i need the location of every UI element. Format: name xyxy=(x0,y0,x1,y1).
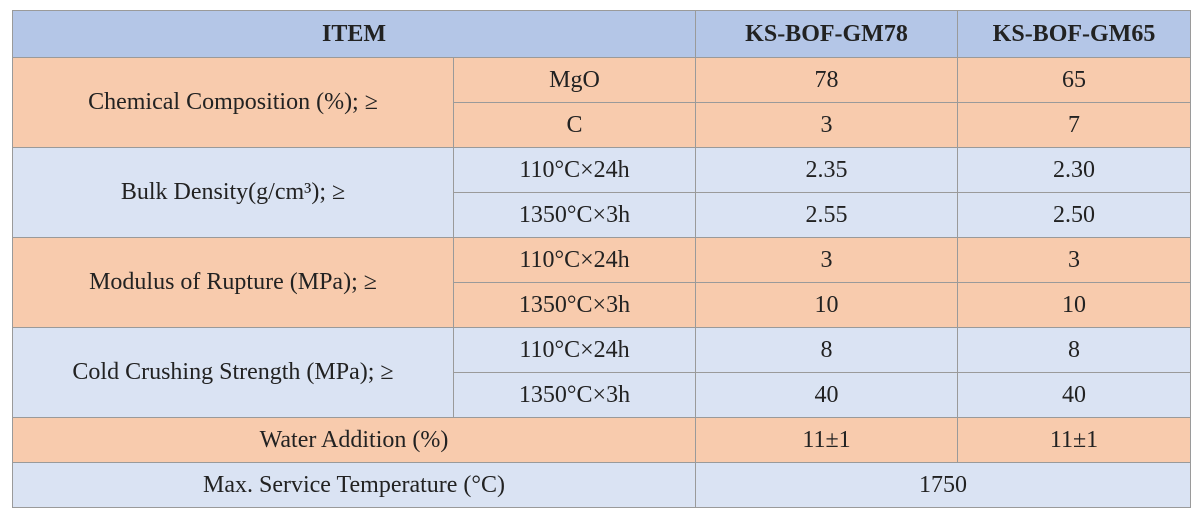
table-row: Cold Crushing Strength (MPa); ≥110°C×24h… xyxy=(12,327,1191,418)
value-cell: 78 xyxy=(695,57,958,103)
value-cell: 8 xyxy=(695,327,958,373)
sub-label: MgO xyxy=(453,57,696,103)
value-cell: 40 xyxy=(695,372,958,418)
value-cell: 10 xyxy=(695,282,958,328)
value-cell: 3 xyxy=(695,237,958,283)
table-row: Bulk Density(g/cm³); ≥110°C×24h 2.35 2.30 xyxy=(12,147,1191,238)
sub-label: 1350°C×3h xyxy=(453,372,696,418)
table-row: 1350°C×3h 10 10 xyxy=(13,282,1191,328)
group-label: Cold Crushing Strength (MPa); ≥ xyxy=(12,327,454,418)
value-cell: 10 xyxy=(957,282,1191,328)
value-cell: 7 xyxy=(957,102,1191,148)
table-row: Max. Service Temperature (°C) 1750 xyxy=(12,462,1191,508)
table-row: Modulus of Rupture (MPa); ≥110°C×24h 3 3 xyxy=(12,237,1191,328)
value-cell: 65 xyxy=(957,57,1191,103)
value-cell: 11±1 xyxy=(957,417,1191,463)
sub-label: C xyxy=(453,102,696,148)
header-row: ITEM KS-BOF-GM78 KS-BOF-GM65 xyxy=(12,10,1191,58)
value-cell: 3 xyxy=(695,102,958,148)
value-cell: 11±1 xyxy=(695,417,958,463)
table-body: Chemical Composition (%); ≥ MgO 78 65 C 3 7 Bul… xyxy=(12,57,1191,508)
sub-label: 110°C×24h xyxy=(453,147,696,193)
spec-table: ITEM KS-BOF-GM78 KS-BOF-GM65 Chemical Co… xyxy=(12,10,1191,508)
sub-label: 110°C×24h xyxy=(453,327,696,373)
table-row: Water Addition (%) 11±1 11±1 xyxy=(12,417,1191,463)
group-label: Modulus of Rupture (MPa); ≥ xyxy=(12,237,454,328)
sub-label: 1350°C×3h xyxy=(453,192,696,238)
header-cell: KS-BOF-GM78 xyxy=(695,10,958,58)
table-row: Chemical Composition (%); ≥ MgO 78 65 xyxy=(12,57,1191,148)
group-label: Chemical Composition (%); ≥ xyxy=(12,57,454,148)
sub-label: 1350°C×3h xyxy=(453,282,696,328)
row-label: Max. Service Temperature (°C) xyxy=(12,462,696,508)
table-row: 1350°C×3h 2.55 2.50 xyxy=(13,192,1191,238)
value-cell: 2.50 xyxy=(957,192,1191,238)
header-cell: KS-BOF-GM65 xyxy=(957,10,1191,58)
value-cell: 8 xyxy=(957,327,1191,373)
value-cell: 3 xyxy=(957,237,1191,283)
sub-label: 110°C×24h xyxy=(453,237,696,283)
value-cell: 2.35 xyxy=(695,147,958,193)
header-cell: ITEM xyxy=(12,10,696,58)
value-cell: 2.55 xyxy=(695,192,958,238)
value-cell: 1750 xyxy=(695,462,1191,508)
value-cell: 40 xyxy=(957,372,1191,418)
value-cell: 2.30 xyxy=(957,147,1191,193)
row-label: Water Addition (%) xyxy=(12,417,696,463)
group-label: Bulk Density(g/cm³); ≥ xyxy=(12,147,454,238)
